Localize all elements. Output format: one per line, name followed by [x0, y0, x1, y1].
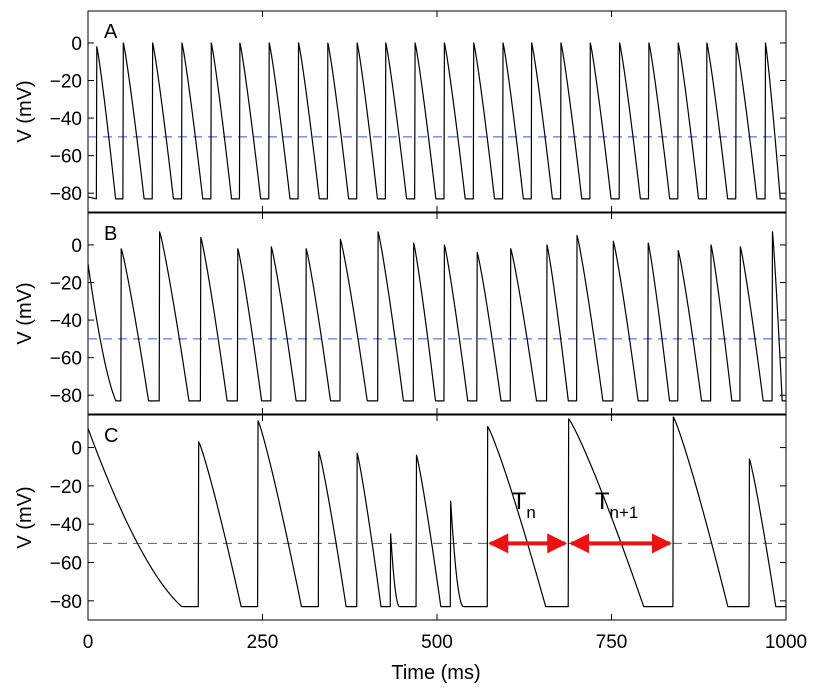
y-tick-label: −80: [50, 386, 82, 407]
y-tick-label: −60: [50, 349, 82, 370]
y-tick-label: −40: [50, 311, 82, 332]
y-tick-label: −40: [50, 515, 82, 536]
y-tick-label: −60: [50, 554, 82, 575]
y-tick-label: −80: [50, 184, 82, 205]
panel-letter: B: [104, 223, 117, 245]
x-tick-label: 750: [596, 632, 628, 653]
axes-frame: [87, 212, 787, 415]
voltage-trace: [88, 416, 786, 608]
voltage-trace: [88, 231, 786, 402]
panel-letter: A: [104, 21, 118, 43]
x-tick-label: 1000: [765, 632, 807, 653]
y-axis-label: V (mV): [14, 282, 36, 344]
y-tick-label: −20: [50, 274, 82, 295]
y-tick-label: −20: [50, 477, 82, 498]
y-tick-label: −60: [50, 147, 82, 168]
x-tick-label: 500: [421, 632, 453, 653]
y-tick-label: −40: [50, 109, 82, 130]
panel-a: 0 −20 −40 −60 −80 V (mV) A: [14, 10, 787, 213]
y-tick-label: −20: [50, 72, 82, 93]
panel-letter: C: [104, 425, 118, 447]
interval-label: Tn+1: [595, 488, 639, 522]
y-tick-label: −80: [50, 592, 82, 613]
y-axis-label: V (mV): [14, 80, 36, 142]
interval-label: Tn: [512, 488, 536, 522]
y-axis-label: V (mV): [14, 486, 36, 548]
panel-b: 0 −20 −40 −60 −80 V (mV) B: [14, 212, 787, 415]
y-tick-label: 0: [71, 236, 82, 257]
axes-frame: [87, 414, 787, 621]
x-tick-label: 0: [83, 632, 94, 653]
panel-c: 0 −20 −40 −60 −80 V (mV) C Tn Tn+1 0 250 500 750 1000: [14, 414, 807, 653]
x-tick-label: 250: [247, 632, 279, 653]
x-axis-label: Time (ms): [391, 662, 480, 684]
y-tick-label: 0: [71, 34, 82, 55]
y-tick-label: 0: [71, 439, 82, 460]
voltage-trace: [88, 42, 786, 200]
